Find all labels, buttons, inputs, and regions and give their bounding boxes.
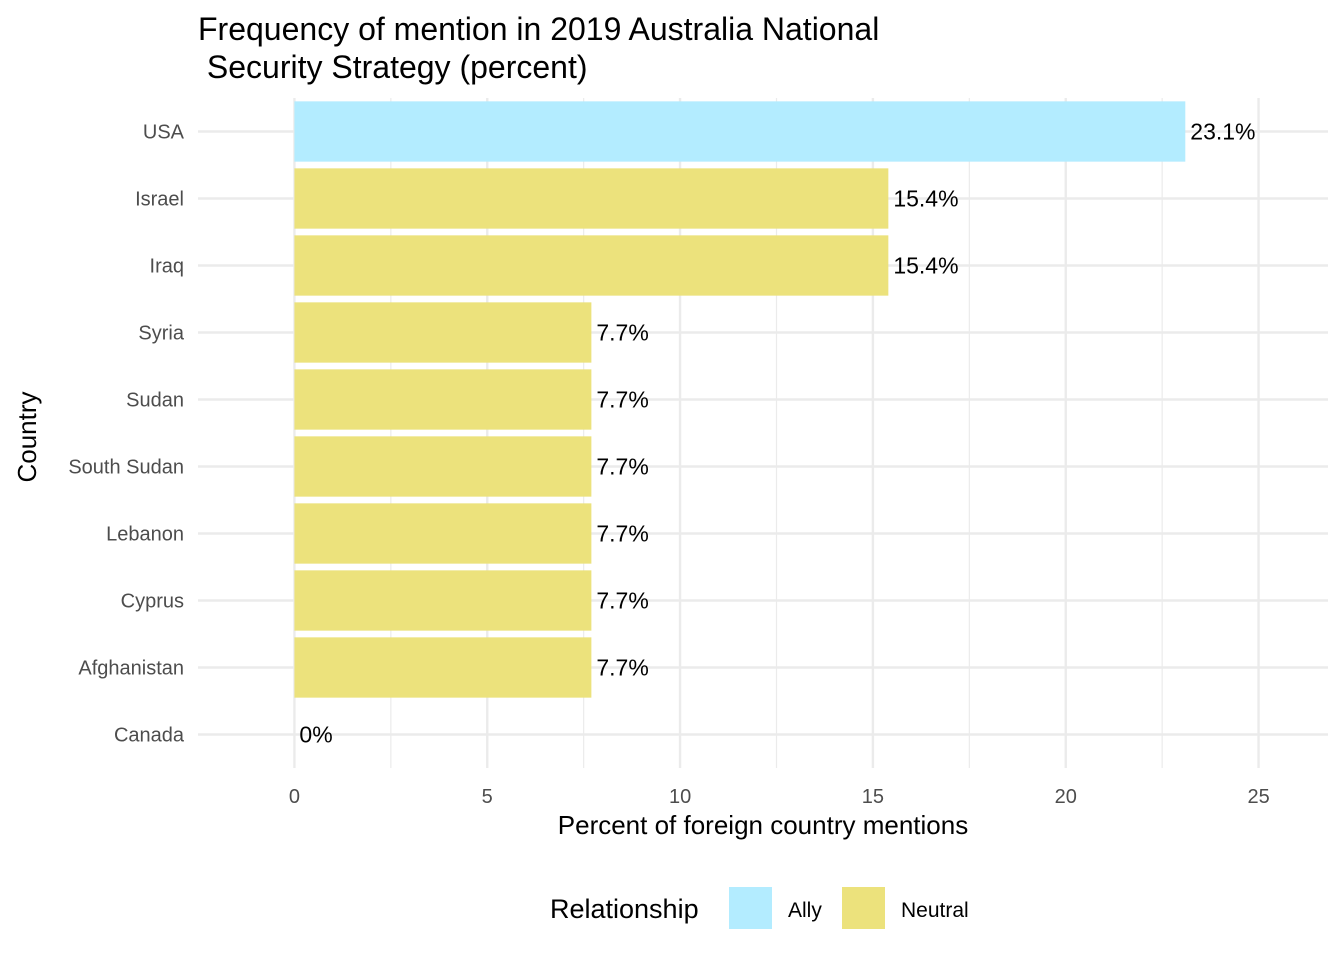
bar-sudan (294, 369, 592, 430)
value-label: 15.4% (893, 186, 958, 212)
x-tick-label: 15 (862, 786, 884, 808)
value-labels: 23.1% 15.4% 15.4% 7.7% 7.7% 7.7% 7.7% 7.7% 7.7% 0… (299, 119, 1255, 748)
y-tick-label: Canada (114, 725, 185, 747)
value-label: 7.7% (596, 655, 648, 681)
chart-title-line-2: Security Strategy (percent) (198, 49, 587, 85)
x-tick-label: 0 (289, 786, 300, 808)
value-label: 7.7% (596, 521, 648, 547)
legend: Relationship Ally Neutral (550, 887, 969, 929)
bar-usa (294, 101, 1186, 162)
x-tick-label: 10 (669, 786, 691, 808)
y-axis-title: Country (12, 391, 42, 482)
bar-cyprus (294, 570, 592, 631)
y-tick-label: Sudan (126, 390, 184, 412)
bars (294, 101, 1186, 698)
chart-title-line-1: Frequency of mention in 2019 Australia N… (198, 11, 879, 47)
legend-swatch-neutral (842, 887, 885, 929)
x-tick-label: 5 (482, 786, 493, 808)
y-tick-label: Lebanon (106, 524, 184, 546)
value-label: 15.4% (893, 253, 958, 279)
bar-south-sudan (294, 436, 592, 497)
value-label: 7.7% (596, 588, 648, 614)
y-tick-label: Iraq (150, 256, 184, 278)
value-label: 0% (299, 722, 332, 748)
value-label: 7.7% (596, 320, 648, 346)
bar-afghanistan (294, 637, 592, 698)
y-tick-labels: USA Israel Iraq Syria Sudan South Sudan Lebano… (68, 122, 185, 747)
legend-label-neutral: Neutral (901, 899, 969, 922)
value-label: 23.1% (1190, 119, 1255, 145)
bar-syria (294, 302, 592, 363)
legend-label-ally: Ally (788, 899, 822, 922)
x-tick-labels: 0 5 10 15 20 25 (289, 786, 1270, 808)
x-tick-label: 20 (1055, 786, 1077, 808)
y-tick-label: Israel (135, 189, 184, 211)
value-label: 7.7% (596, 387, 648, 413)
y-tick-label: USA (143, 122, 185, 144)
legend-title: Relationship (550, 894, 699, 924)
x-tick-label: 25 (1247, 786, 1269, 808)
y-tick-label: Afghanistan (78, 658, 184, 680)
y-tick-label: South Sudan (68, 457, 184, 479)
y-tick-label: Syria (138, 323, 184, 345)
bar-israel (294, 168, 889, 229)
bar-iraq (294, 235, 889, 296)
value-label: 7.7% (596, 454, 648, 480)
y-tick-label: Cyprus (121, 591, 184, 613)
legend-swatch-ally (729, 887, 772, 929)
x-axis-title: Percent of foreign country mentions (558, 810, 968, 840)
bar-lebanon (294, 503, 592, 564)
